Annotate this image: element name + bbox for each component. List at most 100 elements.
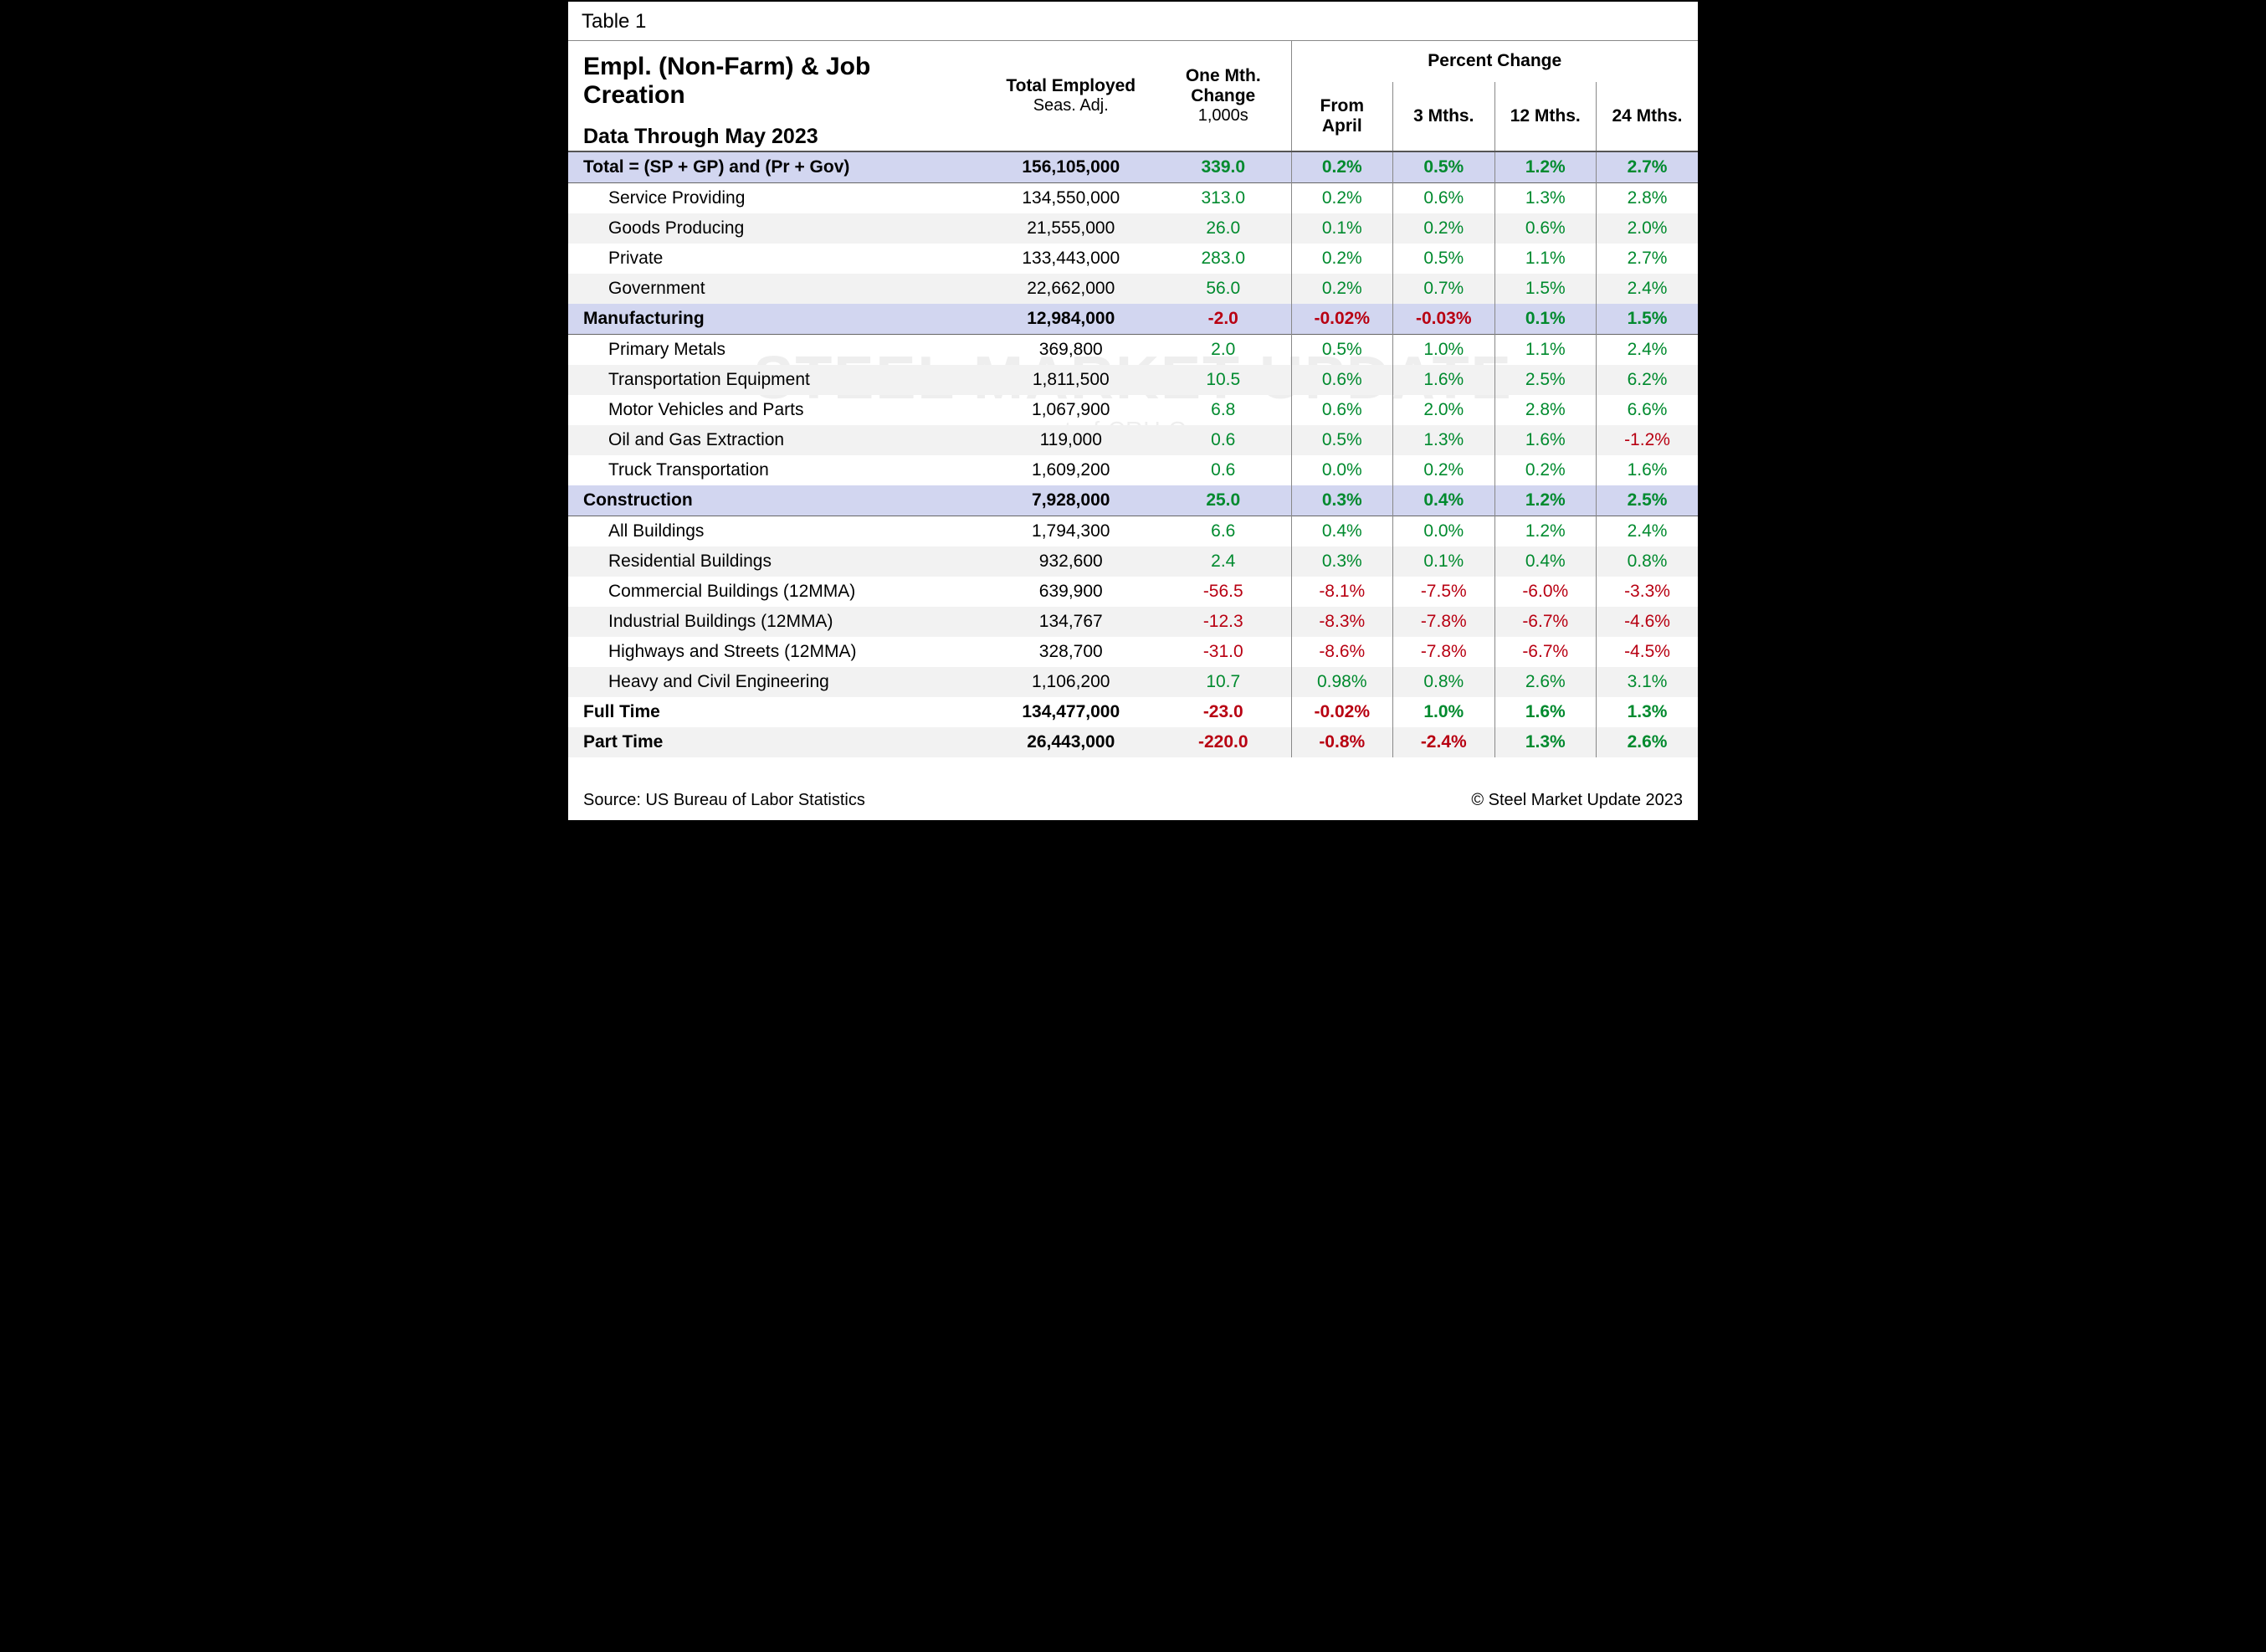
cell-3m: 0.2%: [1393, 455, 1495, 485]
cell-change: -56.5: [1156, 577, 1291, 607]
cell-from-april: 0.5%: [1291, 425, 1393, 455]
cell-24m: 2.7%: [1597, 244, 1699, 274]
cell-total: 1,811,500: [987, 365, 1156, 395]
row-label: All Buildings: [568, 516, 987, 547]
cell-total: 1,106,200: [987, 667, 1156, 697]
row-label: Heavy and Civil Engineering: [568, 667, 987, 697]
cell-change: -31.0: [1156, 637, 1291, 667]
row-label: Construction: [568, 485, 987, 516]
cell-change: 26.0: [1156, 213, 1291, 244]
table-row: Heavy and Civil Engineering1,106,20010.7…: [568, 667, 1698, 697]
cell-from-april: 0.2%: [1291, 183, 1393, 214]
cell-24m: 1.3%: [1597, 697, 1699, 727]
cell-12m: 0.1%: [1494, 304, 1597, 335]
cell-total: 12,984,000: [987, 304, 1156, 335]
footer-source: Source: US Bureau of Labor Statistics: [583, 791, 865, 810]
hdr-one-mth: One Mth. Change 1,000s: [1156, 41, 1291, 151]
cell-from-april: 0.0%: [1291, 455, 1393, 485]
cell-total: 369,800: [987, 335, 1156, 366]
hdr-pct-change: Percent Change: [1291, 41, 1698, 82]
cell-change: -12.3: [1156, 607, 1291, 637]
cell-12m: 1.3%: [1494, 727, 1597, 757]
cell-3m: 0.2%: [1393, 213, 1495, 244]
cell-24m: 2.4%: [1597, 516, 1699, 547]
title-text: Empl. (Non-Farm) & Job Creation: [583, 53, 972, 110]
cell-change: 283.0: [1156, 244, 1291, 274]
cell-12m: 2.6%: [1494, 667, 1597, 697]
subtitle-text: Data Through May 2023: [583, 125, 972, 149]
cell-3m: 0.8%: [1393, 667, 1495, 697]
table-row: Service Providing134,550,000313.00.2%0.6…: [568, 183, 1698, 214]
row-label: Commercial Buildings (12MMA): [568, 577, 987, 607]
cell-12m: 1.6%: [1494, 697, 1597, 727]
cell-12m: 1.2%: [1494, 485, 1597, 516]
cell-24m: 6.6%: [1597, 395, 1699, 425]
cell-24m: 2.4%: [1597, 274, 1699, 304]
cell-from-april: 0.4%: [1291, 516, 1393, 547]
cell-total: 21,555,000: [987, 213, 1156, 244]
hdr-total-employed: Total Employed Seas. Adj.: [987, 41, 1156, 151]
cell-3m: 0.4%: [1393, 485, 1495, 516]
cell-total: 7,928,000: [987, 485, 1156, 516]
row-label: Goods Producing: [568, 213, 987, 244]
cell-24m: 2.5%: [1597, 485, 1699, 516]
cell-change: 339.0: [1156, 151, 1291, 183]
hdr-24m: 24 Mths.: [1597, 82, 1699, 151]
row-label: Oil and Gas Extraction: [568, 425, 987, 455]
cell-change: 56.0: [1156, 274, 1291, 304]
cell-total: 26,443,000: [987, 727, 1156, 757]
cell-change: 0.6: [1156, 455, 1291, 485]
cell-3m: -7.5%: [1393, 577, 1495, 607]
cell-total: 328,700: [987, 637, 1156, 667]
cell-3m: 0.6%: [1393, 183, 1495, 214]
cell-change: 0.6: [1156, 425, 1291, 455]
section-row: Total = (SP + GP) and (Pr + Gov)156,105,…: [568, 151, 1698, 183]
cell-change: 6.8: [1156, 395, 1291, 425]
cell-12m: -6.7%: [1494, 637, 1597, 667]
cell-total: 639,900: [987, 577, 1156, 607]
cell-3m: 0.5%: [1393, 151, 1495, 183]
hdr-total-sub: Seas. Adj.: [998, 96, 1145, 115]
row-label: Motor Vehicles and Parts: [568, 395, 987, 425]
row-label: Total = (SP + GP) and (Pr + Gov): [568, 151, 987, 183]
cell-12m: 1.3%: [1494, 183, 1597, 214]
cell-from-april: -8.1%: [1291, 577, 1393, 607]
cell-12m: 1.2%: [1494, 516, 1597, 547]
cell-12m: 0.2%: [1494, 455, 1597, 485]
cell-24m: 2.6%: [1597, 727, 1699, 757]
cell-from-april: 0.3%: [1291, 546, 1393, 577]
cell-from-april: -0.02%: [1291, 304, 1393, 335]
cell-12m: 0.4%: [1494, 546, 1597, 577]
cell-3m: 0.1%: [1393, 546, 1495, 577]
table-row: Motor Vehicles and Parts1,067,9006.80.6%…: [568, 395, 1698, 425]
section-row: Construction7,928,00025.00.3%0.4%1.2%2.5…: [568, 485, 1698, 516]
cell-from-april: 0.2%: [1291, 244, 1393, 274]
cell-from-april: 0.5%: [1291, 335, 1393, 366]
cell-12m: 2.5%: [1494, 365, 1597, 395]
table-caption: Table 1: [568, 2, 1698, 41]
table-row: Government22,662,00056.00.2%0.7%1.5%2.4%: [568, 274, 1698, 304]
row-label: Manufacturing: [568, 304, 987, 335]
employment-table: Empl. (Non-Farm) & Job Creation Data Thr…: [568, 41, 1698, 757]
cell-12m: -6.0%: [1494, 577, 1597, 607]
table-body: Total = (SP + GP) and (Pr + Gov)156,105,…: [568, 151, 1698, 757]
table-row: Truck Transportation1,609,2000.60.0%0.2%…: [568, 455, 1698, 485]
cell-from-april: -8.6%: [1291, 637, 1393, 667]
cell-change: 6.6: [1156, 516, 1291, 547]
cell-24m: 1.6%: [1597, 455, 1699, 485]
cell-change: -23.0: [1156, 697, 1291, 727]
table-row: Transportation Equipment1,811,50010.50.6…: [568, 365, 1698, 395]
row-label: Primary Metals: [568, 335, 987, 366]
cell-total: 134,767: [987, 607, 1156, 637]
cell-24m: -1.2%: [1597, 425, 1699, 455]
cell-change: -220.0: [1156, 727, 1291, 757]
cell-24m: 1.5%: [1597, 304, 1699, 335]
cell-3m: -7.8%: [1393, 637, 1495, 667]
row-label: Part Time: [568, 727, 987, 757]
row-label: Private: [568, 244, 987, 274]
cell-total: 1,609,200: [987, 455, 1156, 485]
row-label: Government: [568, 274, 987, 304]
row-label: Industrial Buildings (12MMA): [568, 607, 987, 637]
table-row: Highways and Streets (12MMA)328,700-31.0…: [568, 637, 1698, 667]
table-row: Commercial Buildings (12MMA)639,900-56.5…: [568, 577, 1698, 607]
